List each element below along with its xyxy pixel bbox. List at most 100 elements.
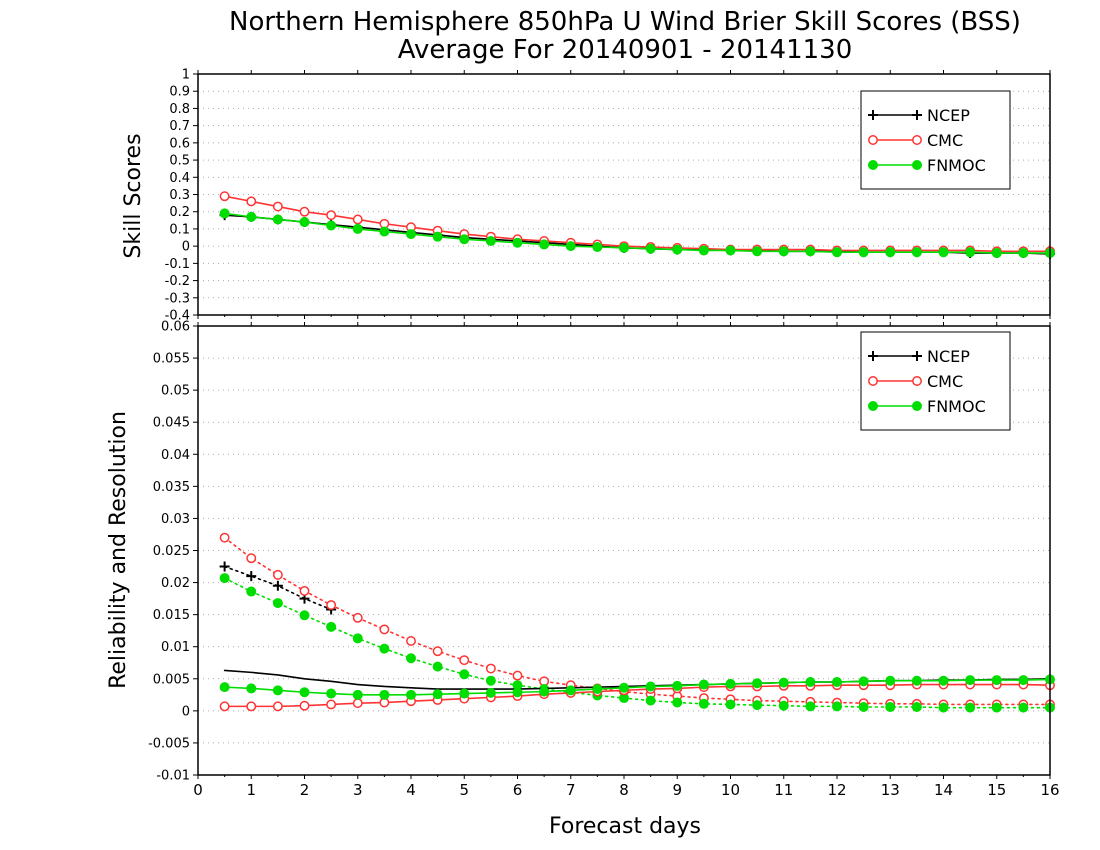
- data-point-marker: [752, 678, 763, 689]
- data-point-marker: [965, 702, 976, 713]
- data-point-marker: [379, 643, 390, 654]
- legend-swatch-marker: [912, 401, 922, 411]
- data-point-marker: [406, 689, 416, 700]
- data-point-marker: [832, 676, 842, 687]
- x-tick-label: 9: [672, 781, 682, 799]
- data-point-marker: [219, 682, 230, 693]
- series-ncep-solid: [223, 669, 1051, 690]
- series-cmc-solid: [219, 679, 1055, 712]
- data-point-marker: [539, 239, 550, 250]
- bottom-y-axis-title: Reliability and Resolution: [106, 411, 131, 689]
- legend-swatch-marker: [912, 160, 922, 170]
- chart-subtitle: Average For 20140901 - 20141130: [398, 35, 853, 65]
- data-point-marker: [858, 676, 869, 687]
- data-point-marker: [406, 635, 416, 646]
- data-point-marker: [645, 681, 656, 692]
- series-fnmoc-solid: [219, 208, 1055, 259]
- data-point-marker: [698, 698, 709, 709]
- y-tick-label: 0.8: [169, 102, 190, 117]
- data-point-marker: [379, 226, 390, 237]
- plot-frame: [197, 73, 1051, 316]
- data-point-marker: [272, 598, 283, 609]
- data-point-marker: [219, 208, 230, 219]
- y-tick-label: 0.7: [169, 119, 190, 134]
- panels-layer: -0.4 -0.3 -0.2 -0.1 0 0.1 0.2 0.3 0.4 0.5 0.6 0.7 0.…: [148, 68, 1059, 800]
- y-tick-label: 0.01: [161, 640, 190, 655]
- x-tick-label: 2: [300, 781, 310, 799]
- data-point-marker: [432, 231, 443, 242]
- legend: NCEP CMC FNMOC: [860, 331, 1011, 431]
- data-point-marker: [326, 220, 337, 231]
- data-point-marker: [858, 247, 869, 258]
- data-point-marker: [805, 246, 816, 257]
- data-point-marker: [1018, 675, 1029, 686]
- y-tick-label: 0.025: [153, 544, 190, 559]
- legend-label: CMC: [927, 372, 963, 391]
- legend-swatch-marker: [868, 351, 878, 361]
- x-tick-label: 5: [459, 781, 469, 799]
- data-point-marker: [805, 701, 816, 712]
- data-point-marker: [832, 701, 842, 712]
- legend-swatch-marker: [912, 110, 922, 120]
- x-tick-label: 10: [721, 781, 740, 799]
- data-point-marker: [432, 646, 443, 657]
- data-point-marker: [326, 688, 337, 699]
- plot-frame: [197, 325, 1051, 776]
- series-line: [223, 195, 1051, 253]
- data-point-marker: [938, 702, 949, 713]
- series-line: [223, 536, 1051, 706]
- data-point-marker: [485, 663, 496, 674]
- y-tick-label: 0.9: [169, 85, 190, 100]
- data-point-marker: [911, 702, 922, 713]
- legend-swatch-marker: [868, 110, 878, 120]
- data-point-marker: [858, 702, 869, 713]
- data-point-marker: [991, 702, 1002, 713]
- data-point-marker: [246, 586, 257, 597]
- data-point-marker: [352, 698, 363, 709]
- data-point-marker: [219, 701, 230, 712]
- data-point-marker: [752, 246, 763, 257]
- series-fnmoc-solid: [219, 674, 1055, 700]
- data-point-marker: [485, 687, 496, 698]
- y-tick-label: 1: [182, 68, 190, 83]
- legend-swatch-marker: [912, 351, 922, 361]
- data-point-marker: [326, 600, 337, 610]
- series-line: [223, 678, 1051, 696]
- data-point-marker: [459, 655, 470, 666]
- data-point-marker: [246, 553, 257, 564]
- x-tick-label: 0: [193, 781, 203, 799]
- data-point-marker: [352, 689, 363, 700]
- chart-title: Northern Hemisphere 850hPa U Wind Brier …: [229, 7, 1021, 37]
- y-tick-label: -0.01: [156, 769, 190, 784]
- y-tick-label: 0.05: [161, 384, 190, 399]
- data-point-marker: [272, 580, 283, 591]
- data-point-marker: [352, 223, 363, 234]
- y-tick-label: -0.4: [165, 309, 190, 324]
- data-point-marker: [299, 700, 310, 711]
- data-point-marker: [459, 234, 470, 245]
- data-point-marker: [379, 689, 390, 700]
- data-point-marker: [326, 699, 337, 710]
- legend-swatch-marker: [868, 376, 878, 386]
- data-point-marker: [965, 675, 976, 686]
- data-point-marker: [645, 243, 656, 254]
- data-point-marker: [698, 245, 709, 256]
- legend-label: NCEP: [927, 106, 970, 125]
- x-tick-label: 12: [827, 781, 846, 799]
- data-point-marker: [219, 561, 230, 572]
- data-point-marker: [299, 206, 310, 217]
- data-point-marker: [698, 679, 709, 690]
- data-point-marker: [272, 701, 283, 712]
- data-point-marker: [272, 214, 283, 225]
- y-tick-label: 0.5: [169, 154, 190, 169]
- data-point-marker: [805, 676, 816, 687]
- panel-0: -0.4 -0.3 -0.2 -0.1 0 0.1 0.2 0.3 0.4 0.5 0.6 0.7 0.…: [165, 68, 1055, 324]
- legend-label: CMC: [927, 131, 963, 150]
- data-point-marker: [911, 675, 922, 686]
- data-point-marker: [885, 702, 896, 713]
- y-tick-label: 0.055: [153, 352, 190, 367]
- data-point-marker: [459, 669, 470, 680]
- series-line: [223, 669, 1051, 690]
